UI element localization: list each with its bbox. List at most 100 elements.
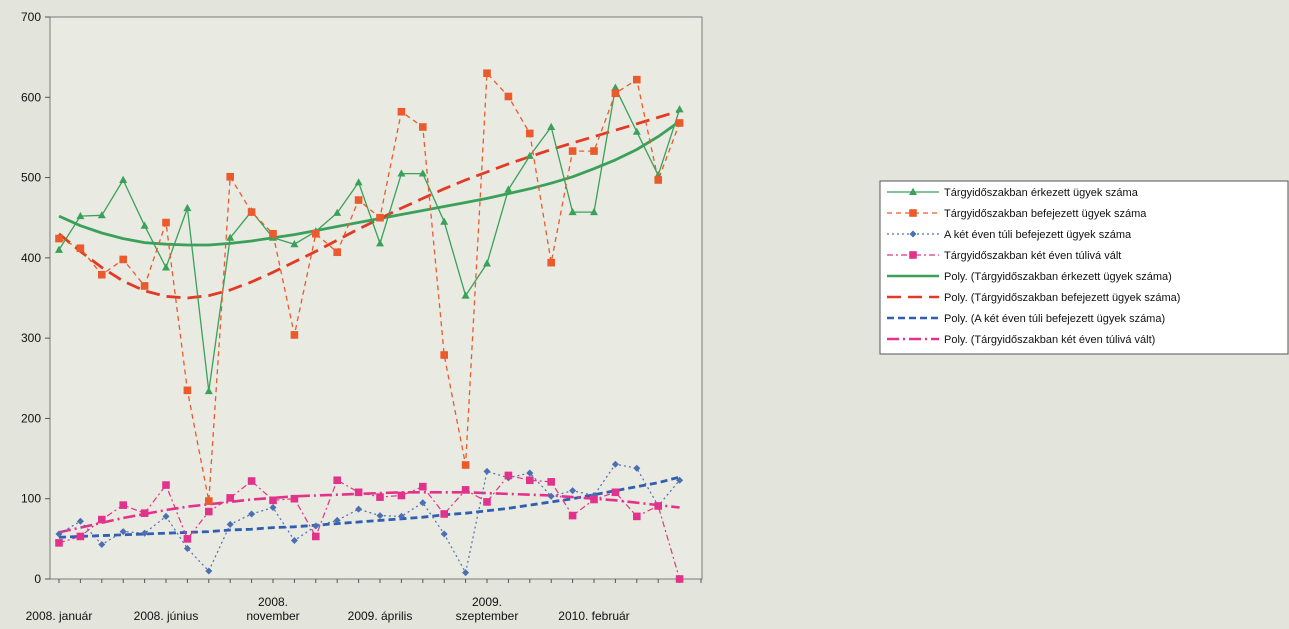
trendline [58,109,681,300]
data-point-marker [376,493,384,501]
data-point-marker [312,522,320,530]
series-layer [55,69,684,583]
data-point-marker [98,540,106,548]
data-point-marker [909,209,917,217]
y-tick-label: 200 [21,411,41,425]
data-point-marker [483,498,491,506]
data-point-marker [162,512,170,520]
data-point-marker [290,536,298,544]
x-tick-label: 2009. [472,595,502,609]
data-point-marker [611,83,620,91]
x-tick-label: 2008. [258,595,288,609]
data-point-marker [525,151,534,159]
series-6 [58,475,680,539]
data-point-marker [119,528,127,536]
legend-label: Tárgyidőszakban befejezett ügyek száma [944,208,1147,220]
data-point-marker [654,176,662,184]
data-point-marker [55,530,63,538]
data-point-marker [590,495,598,504]
data-point-marker [183,386,192,395]
legend-label: Poly. (Tárgyidőszakban befejezett ügyek … [944,292,1180,304]
data-point-marker [205,567,213,575]
y-tick-label: 700 [21,10,41,24]
data-point-marker [312,532,320,541]
data-point-marker [909,230,917,238]
data-point-marker [354,488,363,497]
legend: Tárgyidőszakban érkezett ügyek száma Tárg… [879,180,1289,355]
data-point-marker [290,494,299,503]
data-point-marker [440,530,448,538]
data-point-marker [504,185,513,193]
data-point-marker [333,248,341,257]
data-point-marker [633,464,641,472]
data-point-marker [183,544,191,552]
data-point-marker [397,512,405,520]
data-point-marker [526,469,534,477]
legend-label: Poly. (Tárgyidőszakban két éven túlivá v… [944,334,1155,346]
data-point-marker [568,147,577,155]
data-point-marker [462,569,470,577]
x-tick-label: november [246,609,299,623]
data-point-marker [269,229,277,238]
data-point-marker [119,501,127,509]
y-tick-label: 500 [21,171,41,185]
data-point-marker [183,535,192,543]
data-point-marker [440,510,448,518]
data-point-marker [461,486,470,494]
data-point-marker [418,169,427,177]
data-point-marker [55,245,63,253]
data-point-marker [654,502,662,510]
legend-label: Tárgyidőszakban érkezett ügyek száma [944,187,1139,199]
x-tick-label: 2009. április [348,609,413,623]
data-point-marker [675,119,684,127]
data-point-marker [611,460,619,468]
data-point-marker [547,122,556,130]
data-point-marker [590,207,598,216]
data-point-marker [376,239,384,247]
legend-box [879,180,1289,355]
x-tick-label: 2008. január [26,609,93,623]
data-point-marker [504,471,513,480]
series-1 [55,69,684,505]
data-point-marker [76,211,85,220]
data-point-marker [633,75,641,84]
x-tick-label: 2008. június [134,609,199,623]
data-point-marker [676,476,684,484]
data-point-marker [98,270,106,279]
data-point-marker [55,234,63,243]
series-2 [55,460,684,577]
data-point-marker [483,259,491,267]
data-point-marker [547,258,555,267]
data-point-marker [226,233,235,241]
y-tick-label: 0 [34,572,41,586]
data-point-marker [354,196,363,204]
data-point-marker [397,169,406,177]
data-point-marker [675,105,684,113]
x-tick-label: szeptember [456,609,519,623]
data-point-marker [76,244,85,253]
axes: 0 100 200 300 400 500 600 700 2008. január 2008. … [21,10,702,623]
data-point-marker [376,512,384,520]
data-point-marker [397,107,406,116]
series-7 [58,490,680,534]
data-point-marker [226,172,234,181]
data-point-marker [633,512,641,521]
data-point-marker [141,529,149,537]
data-point-marker [675,575,684,583]
data-point-marker [526,129,534,138]
data-point-marker [611,488,620,497]
data-point-marker [461,291,470,299]
data-point-marker [355,505,363,513]
data-point-marker [909,187,917,195]
data-point-marker [461,461,470,469]
data-point-marker [909,251,917,259]
data-point-marker [269,496,277,505]
series-line [58,463,681,574]
data-point-marker [611,89,620,98]
data-point-marker [290,331,299,339]
data-point-marker [162,481,170,489]
data-point-marker [547,478,555,486]
data-point-marker [97,211,106,219]
data-point-marker [205,497,213,505]
